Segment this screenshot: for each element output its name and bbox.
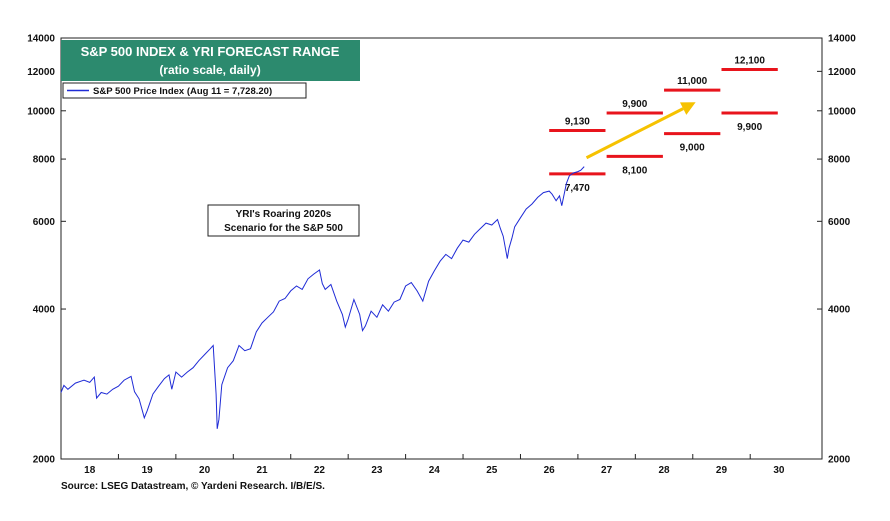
x-tick-label: 26	[544, 465, 556, 476]
forecast-high-label: 12,100	[734, 56, 765, 67]
x-tick-label: 21	[256, 465, 268, 476]
y-tick-label-left: 2000	[33, 455, 56, 466]
x-tick-label: 24	[429, 465, 441, 476]
x-tick-label: 22	[314, 465, 326, 476]
y-tick-label-right: 2000	[828, 455, 851, 466]
forecast-arrow	[585, 102, 696, 160]
y-tick-label-right: 4000	[828, 305, 851, 316]
legend-label: S&P 500 Price Index (Aug 11 = 7,728.20)	[93, 86, 272, 97]
forecast-low-label: 9,000	[680, 143, 705, 154]
forecast-low-label: 8,100	[622, 165, 647, 176]
forecast-low-label: 9,900	[737, 122, 762, 133]
x-tick-label: 30	[773, 465, 785, 476]
x-tick-label: 18	[84, 465, 96, 476]
forecast-ranges: 9,130 7,470 9,900 8,100 11,000 9,000 12,100 9,9…	[549, 56, 778, 194]
chart-title: S&P 500 INDEX & YRI FORECAST RANGE	[81, 44, 340, 59]
x-tick-label: 23	[371, 465, 383, 476]
x-axis: 18 19 20 21 22 23 24 25 26 27 28 29 30	[84, 454, 785, 476]
x-tick-label: 19	[142, 465, 154, 476]
x-tick-label: 29	[716, 465, 728, 476]
y-tick-label-right: 12000	[828, 67, 856, 78]
arrow-shaft	[585, 107, 684, 160]
y-tick-label-left: 4000	[33, 305, 56, 316]
title-box	[61, 40, 360, 81]
y-axis: 2000 2000 4000 4000 6000 6000 8000 8000 10000 100…	[27, 34, 856, 466]
forecast-high-label: 9,130	[565, 116, 590, 127]
y-tick-label-left: 12000	[27, 67, 55, 78]
legend-box	[62, 82, 307, 99]
x-tick-label: 20	[199, 465, 211, 476]
annotation-line-2: Scenario for the S&P 500	[224, 223, 343, 234]
y-tick-label-left: 6000	[33, 217, 56, 228]
chart-subtitle: (ratio scale, daily)	[159, 63, 260, 77]
y-tick-label-right: 6000	[828, 217, 851, 228]
y-tick-label-right: 10000	[828, 106, 856, 117]
y-tick-label-left: 14000	[27, 34, 55, 45]
y-tick-label-left: 8000	[33, 155, 56, 166]
x-tick-label: 25	[486, 465, 498, 476]
annotation-box	[207, 204, 360, 237]
series-line-sp500	[60, 166, 585, 429]
forecast-high-label: 11,000	[677, 76, 707, 87]
x-tick-label: 27	[601, 465, 613, 476]
y-tick-label-left: 10000	[27, 106, 55, 117]
forecast-high-label: 9,900	[622, 99, 647, 110]
x-tick-label: 28	[658, 465, 670, 476]
arrow-head	[679, 102, 696, 115]
annotation-line-1: YRI's Roaring 2020s	[236, 209, 332, 220]
forecast-low-label: 7,470	[565, 183, 590, 194]
y-tick-label-right: 8000	[828, 155, 851, 166]
y-tick-label-right: 14000	[828, 34, 856, 45]
plot-frame	[60, 37, 823, 460]
source-note: Source: LSEG Datastream, © Yardeni Resea…	[61, 481, 325, 492]
